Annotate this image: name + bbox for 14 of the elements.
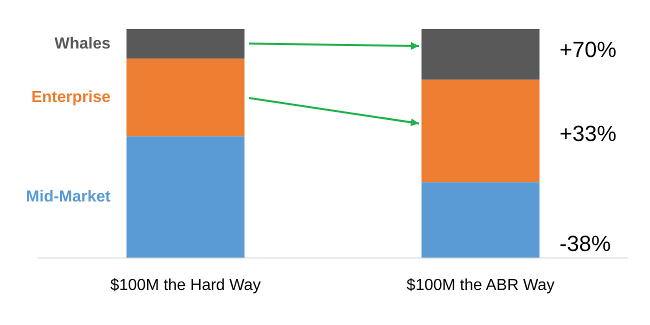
series-label: Whales <box>54 35 111 52</box>
bar <box>422 29 540 80</box>
annotation: -38% <box>560 231 611 256</box>
series-label: Mid-Market <box>26 188 112 206</box>
x-tick-label: $100M the Hard Way <box>110 276 261 294</box>
annotation: +33% <box>560 121 616 146</box>
bar <box>126 58 244 136</box>
series-label: Enterprise <box>31 88 111 106</box>
bar <box>126 29 244 59</box>
bar <box>422 182 540 258</box>
bar <box>126 136 244 258</box>
bar <box>422 80 540 182</box>
x-tick-label: $100M the ABR Way <box>406 276 554 294</box>
annotation: +70% <box>560 37 616 62</box>
